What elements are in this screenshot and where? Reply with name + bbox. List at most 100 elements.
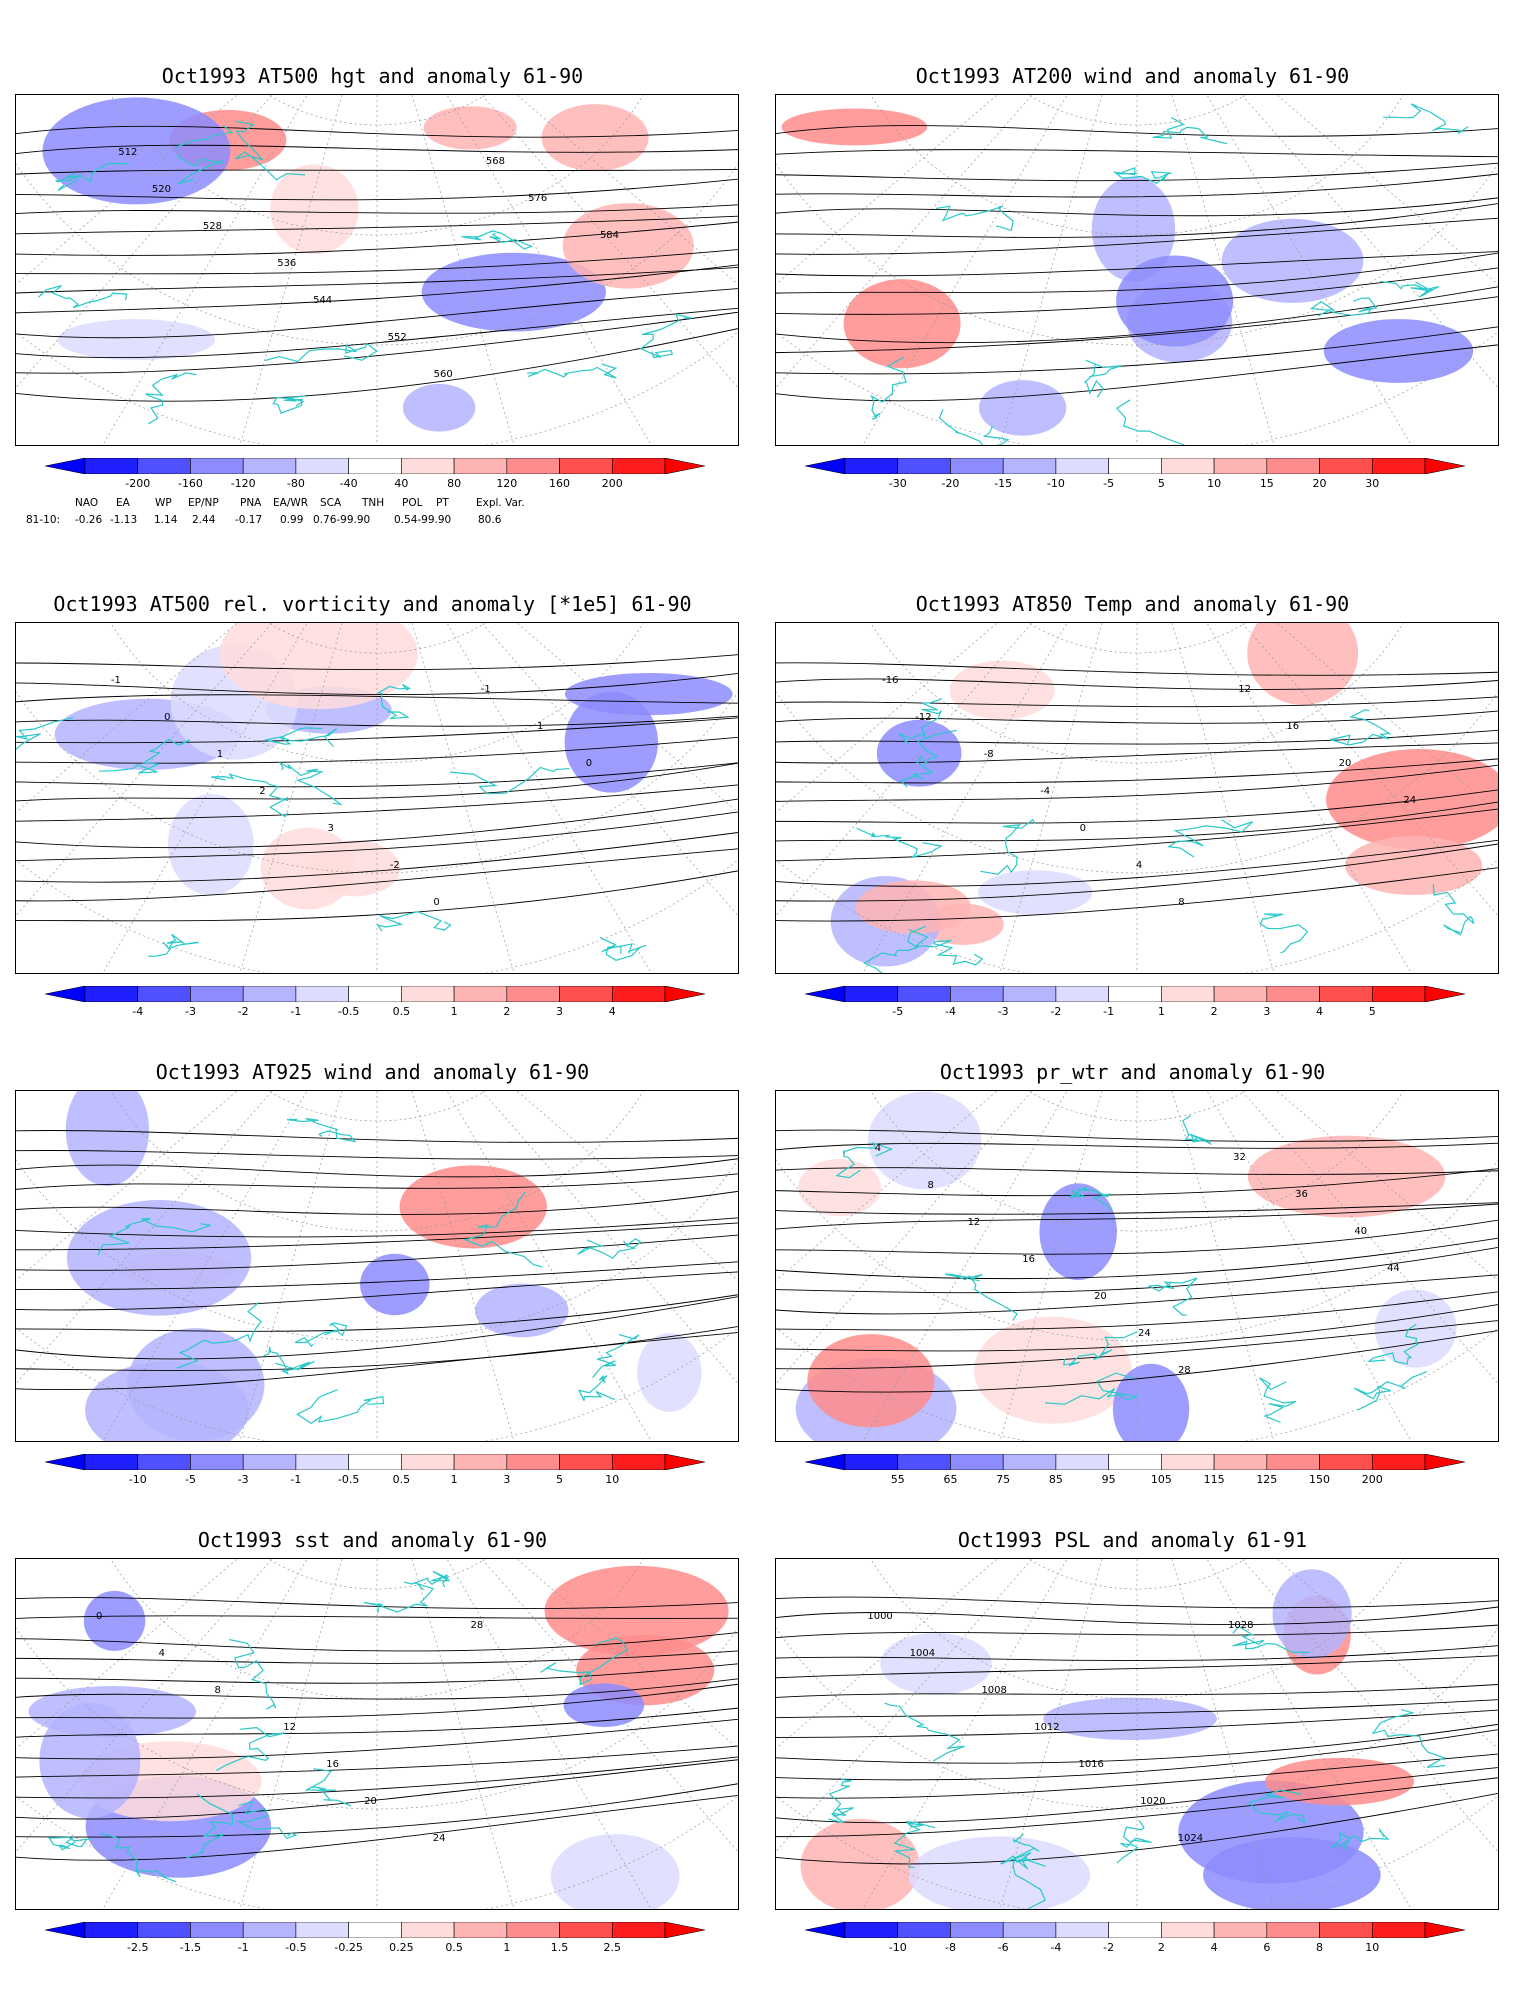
- colorbar-segment: [242, 458, 297, 474]
- coastline: [1353, 1371, 1428, 1411]
- coastline: [577, 1374, 616, 1401]
- contour-label: 4: [875, 1143, 881, 1154]
- colorbar-tick-label: 4: [1316, 1005, 1324, 1018]
- colorbar-tick-label: 120: [496, 477, 518, 490]
- colorbar-tick-label: 5: [1157, 477, 1165, 490]
- anomaly-region: [1039, 1183, 1117, 1281]
- meridian-line: [776, 1559, 1033, 1853]
- coastline: [908, 929, 984, 966]
- coastline: [980, 818, 1036, 875]
- map-area: 4 8 12 16 20 24 28 32 36 40 44: [775, 1090, 1499, 1442]
- contour-label: 1024: [1178, 1833, 1203, 1844]
- anomaly-region: [57, 319, 216, 361]
- colorbar-segment: [348, 986, 402, 1002]
- contour-line: [776, 1246, 1498, 1294]
- anomaly-region: [550, 1834, 680, 1909]
- contour-line: [16, 1332, 738, 1391]
- colorbar-tick-label: 30: [1365, 477, 1380, 490]
- contour-line: [776, 1142, 1498, 1151]
- colorbar-segment: [295, 458, 349, 474]
- colorbar-segment: [1002, 1922, 1057, 1938]
- contour-line: [16, 1707, 738, 1738]
- coastline: [1083, 359, 1123, 398]
- contour-label: 1012: [1034, 1722, 1059, 1733]
- colorbar-tick-label: 5: [1368, 1005, 1376, 1018]
- colorbar-arrow-high: [1424, 1922, 1465, 1938]
- contour-line: [776, 217, 1498, 255]
- contour-line: [776, 1274, 1498, 1315]
- meridian-line: [239, 1559, 343, 1909]
- meridian-line: [776, 95, 1033, 389]
- colorbar-segment: [1266, 1922, 1320, 1938]
- meridian-line: [16, 1559, 273, 1853]
- colorbar-arrow-low: [45, 458, 86, 474]
- contour-label: 8: [215, 1685, 221, 1696]
- colorbar-tick-label: 3: [1263, 1005, 1271, 1018]
- colorbar-tick-label: 125: [1256, 1473, 1278, 1486]
- index-header: WP: [155, 497, 172, 509]
- colorbar-segment: [1213, 1922, 1268, 1938]
- colorbar-tick-label: -0.25: [334, 1941, 363, 1954]
- colorbar-tick-label: 160: [549, 477, 571, 490]
- colorbar-tick-label: 3: [503, 1473, 511, 1486]
- contour-label: 24: [1138, 1328, 1151, 1339]
- coastline: [1329, 709, 1392, 746]
- colorbar-tick-label: -1: [290, 1473, 302, 1486]
- meridian-line: [1171, 95, 1275, 445]
- colorbar-segment: [348, 458, 402, 474]
- colorbar-segment: [453, 1922, 508, 1938]
- colorbar-arrow-high: [1424, 986, 1465, 1002]
- colorbar-labels: -10 -5 -3 -1 -0.5 0.5 1 3 5 10: [45, 1473, 705, 1489]
- contour-line: [16, 811, 738, 862]
- coastline: [1432, 884, 1475, 936]
- contour-line: [776, 710, 1498, 724]
- colorbar-segment: [1319, 1454, 1373, 1470]
- colorbar-segment: [611, 1454, 666, 1470]
- colorbar-tick-label: 10: [1207, 477, 1222, 490]
- map-plot: 1000 1004 1008 1012 1016 1020 1024 1028: [776, 1559, 1498, 1909]
- anomaly-region: [167, 793, 254, 896]
- contour-line: [776, 162, 1498, 182]
- colorbar-segment: [137, 458, 191, 474]
- colorbar-segment: [348, 1454, 402, 1470]
- colorbar-tick-label: -10: [1046, 477, 1065, 490]
- colorbar-tick-label: -30: [888, 477, 907, 490]
- colorbar-segment: [1266, 1454, 1320, 1470]
- anomaly-region: [28, 1685, 197, 1738]
- coastline: [461, 230, 534, 250]
- coastline: [216, 1726, 286, 1772]
- colorbar-tick-label: -40: [339, 477, 358, 490]
- colorbar-tick-label: 0.5: [392, 1005, 411, 1018]
- colorbar-segment: [1161, 458, 1215, 474]
- index-header: EA: [116, 497, 130, 509]
- coastline: [376, 683, 412, 720]
- contour-line: [16, 1190, 738, 1215]
- contour-line: [776, 1202, 1498, 1215]
- contour-label: 28: [1178, 1365, 1191, 1376]
- colorbar-tick-label: 75: [996, 1473, 1011, 1486]
- contour-label: 12: [1238, 684, 1251, 695]
- coastline: [884, 1702, 965, 1762]
- coastline: [527, 363, 618, 379]
- colorbar-segment: [559, 986, 613, 1002]
- contour-label: 12: [968, 1217, 981, 1228]
- coastline: [296, 1389, 385, 1425]
- contour-line: [776, 149, 1498, 158]
- contour-label: 1028: [1228, 1620, 1253, 1631]
- colorbar: [805, 1454, 1465, 1470]
- colorbar-graphic: [45, 1454, 705, 1470]
- colorbar-segment: [611, 986, 666, 1002]
- meridian-line: [411, 1559, 515, 1909]
- colorbar-segment: [401, 1454, 455, 1470]
- colorbar-tick-label: 4: [608, 1005, 616, 1018]
- contour-line: [16, 204, 738, 215]
- coastline: [835, 1142, 894, 1179]
- contour-line: [776, 1203, 1498, 1230]
- coastline: [145, 372, 197, 425]
- colorbar-tick-label: -2.5: [126, 1941, 149, 1954]
- meridian-line: [239, 95, 343, 445]
- coastline: [234, 120, 306, 181]
- anomaly-region: [1374, 1289, 1457, 1368]
- anomaly-region: [807, 1334, 935, 1428]
- contour-line: [16, 1261, 738, 1291]
